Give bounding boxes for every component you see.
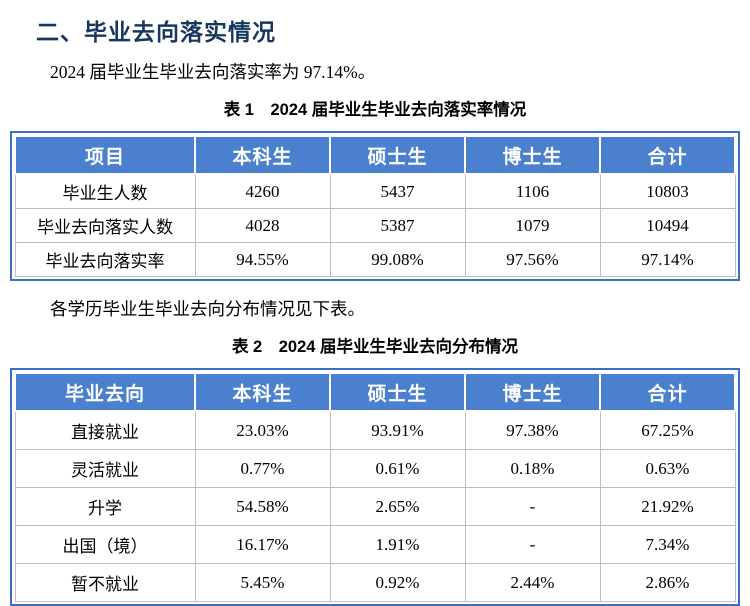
table-cell: 5.45% <box>194 563 331 602</box>
table-cell: 7.34% <box>599 525 736 564</box>
row-label-cell: 毕业生人数 <box>14 173 196 209</box>
table-header-row: 项目 本科生 硕士生 博士生 合计 <box>14 135 736 175</box>
table-row: 直接就业 23.03% 93.91% 97.38% 67.25% <box>14 410 736 450</box>
header-cell: 合计 <box>599 135 736 175</box>
header-cell: 硕士生 <box>329 135 466 175</box>
row-label-cell: 出国（境） <box>14 525 196 564</box>
table-cell: 93.91% <box>329 410 466 450</box>
distribution-paragraph: 各学历毕业生毕业去向分布情况见下表。 <box>50 299 365 319</box>
table1-caption: 表 1 2024 届毕业生毕业去向落实率情况 <box>223 101 527 119</box>
table-cell: 10494 <box>599 208 736 243</box>
row-label-cell: 毕业去向落实人数 <box>14 208 196 243</box>
employment-rate-table: 项目 本科生 硕士生 博士生 合计 毕业生人数 4260 5437 1106 1… <box>14 135 736 277</box>
table-cell: 2.44% <box>464 563 601 602</box>
header-cell: 本科生 <box>194 135 331 175</box>
table-cell: 99.08% <box>329 242 466 277</box>
table-cell: - <box>464 487 601 526</box>
table-cell: 5387 <box>329 208 466 243</box>
table-cell: 16.17% <box>194 525 331 564</box>
table-cell: 54.58% <box>194 487 331 526</box>
table1-container: 项目 本科生 硕士生 博士生 合计 毕业生人数 4260 5437 1106 1… <box>10 131 740 281</box>
section-title: 二、毕业去向落实情况 <box>36 19 276 45</box>
table-cell: 97.14% <box>599 242 736 277</box>
row-label-cell: 毕业去向落实率 <box>14 242 196 277</box>
table-cell: 2.65% <box>329 487 466 526</box>
table-cell: 97.56% <box>464 242 601 277</box>
table-cell: 0.77% <box>194 449 331 488</box>
table-cell: 10803 <box>599 173 736 209</box>
table-row: 毕业去向落实人数 4028 5387 1079 10494 <box>14 208 736 243</box>
table-cell: 2.86% <box>599 563 736 602</box>
header-cell: 本科生 <box>194 372 331 412</box>
table-row: 毕业生人数 4260 5437 1106 10803 <box>14 173 736 209</box>
table2-container: 毕业去向 本科生 硕士生 博士生 合计 直接就业 23.03% 93.91% 9… <box>10 368 740 606</box>
table-cell: 0.18% <box>464 449 601 488</box>
header-cell: 毕业去向 <box>14 372 196 412</box>
header-cell: 项目 <box>14 135 196 175</box>
table-cell: 1079 <box>464 208 601 243</box>
destination-distribution-table: 毕业去向 本科生 硕士生 博士生 合计 直接就业 23.03% 93.91% 9… <box>14 372 736 602</box>
table-cell: 1106 <box>464 173 601 209</box>
table-row: 灵活就业 0.77% 0.61% 0.18% 0.63% <box>14 449 736 488</box>
summary-paragraph: 2024 届毕业生毕业去向落实率为 97.14%。 <box>50 62 376 82</box>
table-cell: 23.03% <box>194 410 331 450</box>
table-cell: 0.61% <box>329 449 466 488</box>
table-row: 升学 54.58% 2.65% - 21.92% <box>14 487 736 526</box>
table-row: 毕业去向落实率 94.55% 99.08% 97.56% 97.14% <box>14 242 736 277</box>
header-cell: 合计 <box>599 372 736 412</box>
table-cell: - <box>464 525 601 564</box>
table-cell: 4260 <box>194 173 331 209</box>
table-cell: 21.92% <box>599 487 736 526</box>
row-label-cell: 暂不就业 <box>14 563 196 602</box>
table-header-row: 毕业去向 本科生 硕士生 博士生 合计 <box>14 372 736 412</box>
table-row: 出国（境） 16.17% 1.91% - 7.34% <box>14 525 736 564</box>
table2-caption: 表 2 2024 届毕业生毕业去向分布情况 <box>231 338 519 356</box>
table-cell: 67.25% <box>599 410 736 450</box>
table-cell: 0.92% <box>329 563 466 602</box>
header-cell: 博士生 <box>464 372 601 412</box>
header-cell: 硕士生 <box>329 372 466 412</box>
header-cell: 博士生 <box>464 135 601 175</box>
table-cell: 4028 <box>194 208 331 243</box>
table-cell: 5437 <box>329 173 466 209</box>
row-label-cell: 直接就业 <box>14 410 196 450</box>
table-cell: 94.55% <box>194 242 331 277</box>
table-cell: 0.63% <box>599 449 736 488</box>
table-cell: 1.91% <box>329 525 466 564</box>
table-cell: 97.38% <box>464 410 601 450</box>
row-label-cell: 升学 <box>14 487 196 526</box>
row-label-cell: 灵活就业 <box>14 449 196 488</box>
table-row: 暂不就业 5.45% 0.92% 2.44% 2.86% <box>14 563 736 602</box>
